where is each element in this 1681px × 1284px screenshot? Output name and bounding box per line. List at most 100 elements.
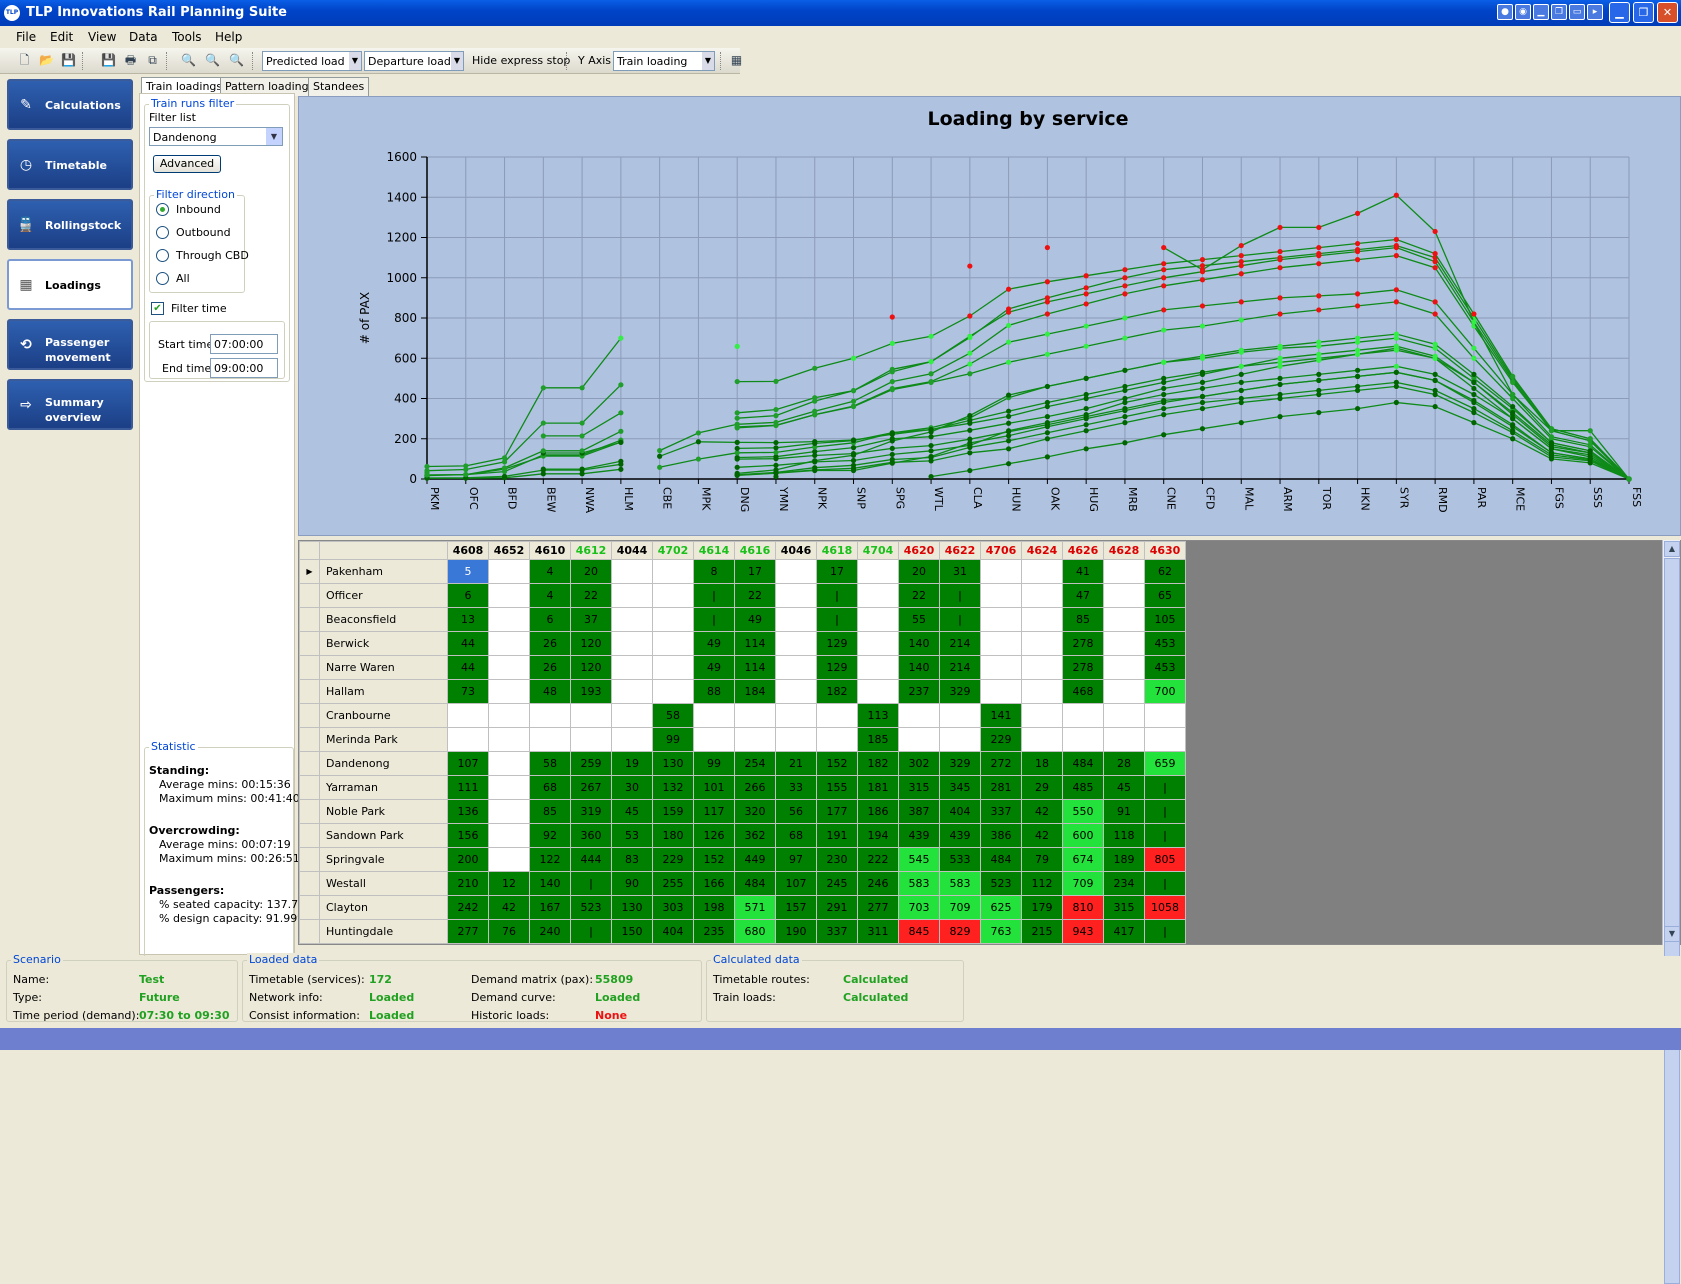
table-cell[interactable]	[775, 607, 817, 632]
table-cell[interactable]	[816, 727, 858, 752]
table-cell[interactable]: 99	[652, 727, 694, 752]
table-cell[interactable]: 845	[898, 919, 940, 944]
table-cell[interactable]	[488, 559, 530, 584]
table-cell[interactable]	[1103, 583, 1145, 608]
table-cell[interactable]: 337	[816, 919, 858, 944]
table-cell[interactable]: 97	[775, 847, 817, 872]
table-cell[interactable]	[652, 607, 694, 632]
nav-rollingstock[interactable]: 🚆 Rollingstock	[7, 199, 133, 250]
table-cell[interactable]: 523	[570, 895, 612, 920]
table-cell[interactable]	[529, 703, 571, 728]
table-cell[interactable]: 177	[816, 799, 858, 824]
table-cell[interactable]: 20	[898, 559, 940, 584]
table-cell[interactable]: 583	[939, 871, 981, 896]
table-cell[interactable]: 31	[939, 559, 981, 584]
column-header-4610[interactable]: 4610	[529, 541, 571, 560]
table-cell[interactable]: 28	[1103, 751, 1145, 776]
table-cell[interactable]: 315	[1103, 895, 1145, 920]
table-cell[interactable]	[857, 631, 899, 656]
table-cell[interactable]: 272	[980, 751, 1022, 776]
table-cell[interactable]: 943	[1062, 919, 1104, 944]
column-header-4620[interactable]: 4620	[898, 541, 940, 560]
table-cell[interactable]	[1144, 727, 1186, 752]
table-row[interactable]: Officer 6 4 22 | 22 | 22 | 47 65	[299, 583, 1186, 608]
zoom-in-icon[interactable]: 🔍	[205, 53, 220, 67]
table-cell[interactable]: 167	[529, 895, 571, 920]
table-cell[interactable]	[857, 655, 899, 680]
table-cell[interactable]: 83	[611, 847, 653, 872]
table-cell[interactable]	[1103, 727, 1145, 752]
table-cell[interactable]: 30	[611, 775, 653, 800]
table-cell[interactable]: 79	[1021, 847, 1063, 872]
minimize-button[interactable]: ▁	[1609, 2, 1630, 23]
table-cell[interactable]: 600	[1062, 823, 1104, 848]
table-cell[interactable]: 132	[652, 775, 694, 800]
table-cell[interactable]: 130	[652, 751, 694, 776]
table-cell[interactable]: 122	[529, 847, 571, 872]
table-cell[interactable]	[488, 679, 530, 704]
table-cell[interactable]: 189	[1103, 847, 1145, 872]
column-header-4044[interactable]: 4044	[611, 541, 653, 560]
table-row[interactable]: Narre Waren 44 26 120 49 114 129 140 214 278 453	[299, 655, 1186, 680]
column-header-4630[interactable]: 4630	[1144, 541, 1186, 560]
table-cell[interactable]: 179	[1021, 895, 1063, 920]
table-cell[interactable]: 468	[1062, 679, 1104, 704]
table-cell[interactable]: 33	[775, 775, 817, 800]
table-cell[interactable]: 329	[939, 751, 981, 776]
table-cell[interactable]	[775, 559, 817, 584]
row-selector[interactable]	[299, 847, 320, 872]
table-cell[interactable]	[447, 703, 489, 728]
table-cell[interactable]	[775, 655, 817, 680]
table-cell[interactable]: 22	[734, 583, 776, 608]
column-header-4626[interactable]: 4626	[1062, 541, 1104, 560]
tray-view-icon[interactable]: ◉	[1515, 4, 1531, 20]
table-row[interactable]: Beaconsfield 13 6 37 | 49 | 55 | 85 105	[299, 607, 1186, 632]
menu-tools[interactable]: Tools	[172, 30, 202, 44]
row-selector[interactable]	[299, 895, 320, 920]
table-cell[interactable]: 129	[816, 631, 858, 656]
table-cell[interactable]: |	[693, 607, 735, 632]
table-cell[interactable]: 22	[898, 583, 940, 608]
nav-summary-overview[interactable]: ⇨ Summary overview	[7, 379, 133, 430]
menu-data[interactable]: Data	[129, 30, 158, 44]
new-icon[interactable]: 🗋	[19, 53, 30, 67]
table-cell[interactable]	[447, 727, 489, 752]
menu-view[interactable]: View	[88, 30, 117, 44]
scroll-down-icon[interactable]: ▼	[1664, 926, 1680, 942]
tray-minimize-icon[interactable]: ▁	[1533, 4, 1549, 20]
table-cell[interactable]	[816, 703, 858, 728]
table-cell[interactable]	[898, 727, 940, 752]
row-selector[interactable]	[299, 751, 320, 776]
row-selector[interactable]	[299, 583, 320, 608]
table-cell[interactable]: |	[1144, 799, 1186, 824]
table-cell[interactable]: 404	[939, 799, 981, 824]
table-cell[interactable]	[734, 727, 776, 752]
save-all-icon[interactable]: 💾	[101, 53, 116, 67]
table-cell[interactable]: 53	[611, 823, 653, 848]
predicted-load-dropdown[interactable]: Predicted load ▼	[262, 51, 362, 71]
table-cell[interactable]: |	[1144, 775, 1186, 800]
table-cell[interactable]: 329	[939, 679, 981, 704]
table-cell[interactable]: 191	[816, 823, 858, 848]
table-cell[interactable]: 545	[898, 847, 940, 872]
table-cell[interactable]: 829	[939, 919, 981, 944]
table-cell[interactable]: 26	[529, 631, 571, 656]
table-cell[interactable]	[611, 727, 653, 752]
table-cell[interactable]: 58	[529, 751, 571, 776]
table-cell[interactable]: 709	[1062, 871, 1104, 896]
table-cell[interactable]: 222	[857, 847, 899, 872]
table-cell[interactable]: 22	[570, 583, 612, 608]
table-cell[interactable]	[857, 583, 899, 608]
table-cell[interactable]: 156	[447, 823, 489, 848]
table-cell[interactable]: 155	[816, 775, 858, 800]
table-cell[interactable]: 550	[1062, 799, 1104, 824]
table-cell[interactable]: 362	[734, 823, 776, 848]
table-row[interactable]: Clayton 242 42 167 523 130 303 198 571 157 291 277 7…	[299, 895, 1186, 920]
table-cell[interactable]: 19	[611, 751, 653, 776]
table-cell[interactable]: 166	[693, 871, 735, 896]
table-cell[interactable]: 13	[447, 607, 489, 632]
table-cell[interactable]: 4	[529, 583, 571, 608]
table-cell[interactable]: 120	[570, 631, 612, 656]
table-cell[interactable]: 709	[939, 895, 981, 920]
table-cell[interactable]: 62	[1144, 559, 1186, 584]
